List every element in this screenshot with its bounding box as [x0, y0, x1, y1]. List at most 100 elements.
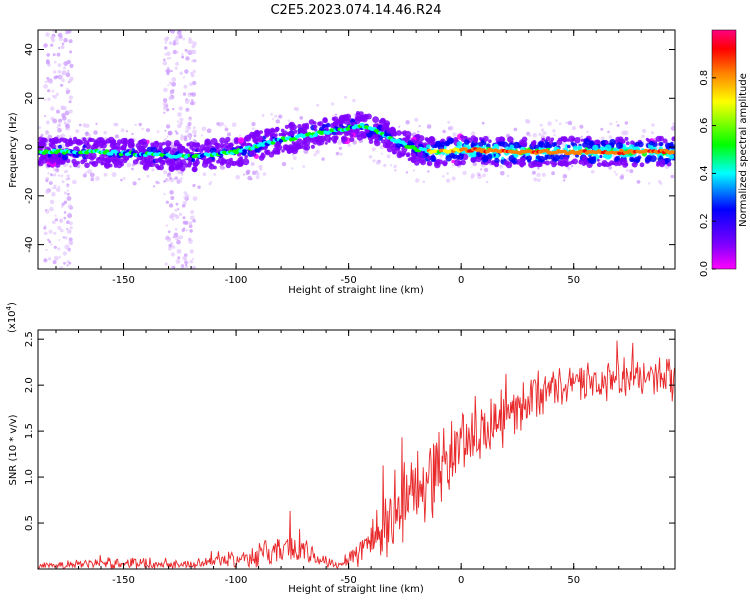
spectrogram-noise-dot: [164, 129, 167, 132]
spectrogram-noise-dot: [68, 95, 74, 100]
spectrogram-noise-dot: [65, 88, 69, 92]
spectrogram-band-cell: [522, 154, 526, 158]
spectrogram-noise-dot: [90, 177, 95, 182]
spectrogram-noise-dot: [426, 124, 432, 129]
spectrogram-noise-dot: [405, 171, 409, 174]
spectrogram-band-cell: [488, 139, 492, 143]
spectrogram-band-cell: [668, 154, 675, 160]
spectrogram-noise-dot: [166, 108, 170, 112]
spectrogram-noise-dot: [49, 199, 55, 205]
spectrogram-noise-dot: [451, 176, 456, 181]
spectrogram-noise-dot: [190, 210, 195, 214]
spectrogram-noise-dot: [146, 174, 150, 178]
spectrogram-noise-dot: [49, 206, 54, 212]
spectrogram-noise-dot: [151, 168, 155, 172]
spectrogram-band-cell: [65, 142, 70, 148]
spectrogram-noise-dot: [182, 76, 185, 79]
spectrogram-band-cell: [464, 139, 470, 145]
spectrogram-noise-dot: [145, 128, 151, 133]
spectrogram-noise-dot: [176, 248, 182, 254]
spectrogram-band-cell: [382, 141, 390, 149]
spectrogram-band-cell: [271, 150, 276, 155]
spectrogram-band-cell: [495, 153, 500, 159]
spectrogram-noise-dot: [170, 30, 176, 34]
spectrogram-noise-dot: [138, 122, 142, 127]
spectrogram-noise-dot: [131, 132, 134, 136]
spectrogram-band-cell: [509, 144, 515, 150]
spectrogram-noise-dot: [183, 84, 188, 89]
spectrogram-noise-dot: [46, 53, 50, 57]
spectrogram-band-cell: [271, 128, 276, 133]
spectrogram-noise-dot: [427, 170, 430, 173]
spectrogram-band-cell: [460, 159, 466, 166]
spectrogram-noise-dot: [462, 170, 467, 176]
spectrogram-noise-dot: [629, 169, 634, 174]
spectrogram-noise-dot: [352, 140, 357, 145]
spectrogram-noise-dot: [168, 247, 172, 251]
spectrogram-band-cell: [287, 149, 291, 153]
spectrogram-band-cell: [475, 155, 482, 163]
spectrogram-noise-dot: [499, 164, 503, 169]
spectrogram-band-cell: [47, 153, 52, 158]
spectrogram-noise-dot: [452, 132, 457, 137]
spectrogram-noise-dot: [590, 169, 595, 174]
spectrogram-noise-dot: [69, 135, 72, 138]
spectrogram-band-cell: [571, 137, 575, 141]
spectrogram-noise-dot: [53, 184, 57, 188]
spectrogram-band-cell: [191, 166, 198, 173]
spectrogram-noise-dot: [163, 87, 168, 93]
snr-y-tick-label: 2.0: [24, 377, 35, 393]
spectrogram-band-cell: [260, 153, 266, 159]
spectrogram-noise-dot: [255, 175, 260, 180]
spectrogram-band-cell: [236, 160, 244, 168]
spectrogram-band-cell: [624, 136, 629, 141]
spectrogram-noise-dot: [562, 174, 568, 179]
spectrogram-ridge-cell: [671, 150, 675, 155]
spectrogram-ridge-cell: [384, 133, 389, 137]
spectrogram-noise-dot: [460, 131, 463, 134]
spectrogram-band-cell: [219, 143, 224, 148]
spectrogram-band-cell: [216, 159, 220, 164]
spectrogram-noise-dot: [189, 82, 194, 87]
spectrogram-band-cell: [132, 159, 139, 165]
spectrogram-y-tick-label: 0: [24, 144, 35, 150]
spectrogram-band-cell: [324, 141, 328, 145]
spectrogram-noise-dot: [48, 229, 53, 234]
snr-x-label: Height of straight line (km): [288, 584, 424, 595]
spectrogram-noise-dot: [45, 131, 50, 136]
spectrogram-band-cell: [80, 159, 85, 165]
spectrogram-band-cell: [298, 145, 302, 149]
snr-panel: -150 -100 -50 0 50 0.5 1.0 1.5 2.0 2.5 Height of …: [5, 302, 676, 595]
spectrogram-noise-dot: [170, 144, 175, 149]
spectrogram-band-cell: [583, 159, 589, 165]
spectrogram-y-tick-label: -20: [24, 188, 35, 204]
spectrogram-band-cell: [48, 138, 53, 143]
spectrogram-noise-dot: [58, 74, 63, 79]
spectrogram-noise-dot: [202, 172, 207, 176]
spectrogram-noise-dot: [213, 173, 217, 176]
spectrogram-noise-dot: [442, 175, 445, 178]
spectrogram-noise-dot: [188, 237, 192, 242]
spectrogram-noise-dot: [162, 98, 168, 103]
spectrogram-band-cell: [339, 118, 345, 124]
spectrogram-noise-dot: [334, 113, 338, 116]
spectrogram-band-cell: [204, 142, 208, 146]
spectrogram-noise-dot: [600, 127, 604, 131]
spectrogram-noise-dot: [156, 130, 160, 133]
spectrogram-noise-dot: [178, 106, 183, 111]
spectrogram-noise-dot: [536, 172, 541, 178]
spectrogram-noise-dot: [170, 196, 175, 200]
spectrogram-noise-dot: [262, 172, 267, 176]
spectrogram-noise-dot: [93, 130, 98, 135]
spectrogram-band-cell: [139, 161, 144, 165]
spectrogram-band-cell: [341, 135, 348, 143]
spectrogram-noise-dot: [66, 174, 70, 178]
spectrogram-noise-dot: [182, 92, 187, 96]
spectrogram-band-cell: [101, 142, 107, 149]
spectrogram-noise-dot: [414, 117, 419, 122]
spectrogram-noise-dot: [526, 119, 531, 124]
spectrogram-noise-dot: [60, 133, 66, 138]
spectrogram-noise-dot: [302, 165, 306, 168]
spectrogram-noise-dot: [103, 130, 107, 135]
spectrogram-noise-dot: [174, 227, 178, 231]
